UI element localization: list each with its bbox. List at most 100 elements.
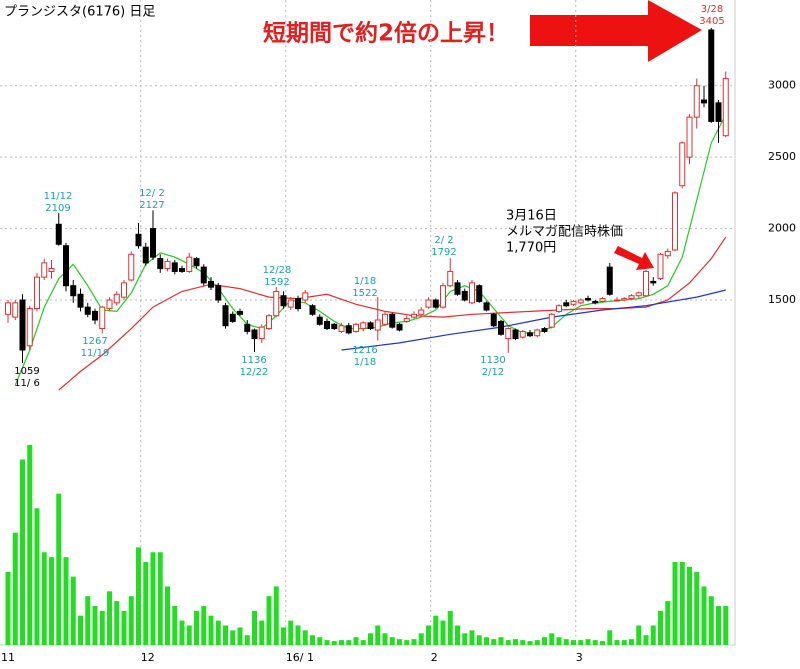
- volume-bar: [12, 532, 18, 645]
- candle-body: [701, 99, 707, 104]
- candle-body: [643, 270, 649, 297]
- chart-title: プランジスタ(6176) 日足: [4, 5, 155, 20]
- annotation: 1059: [14, 366, 39, 377]
- volume-bar: [571, 640, 576, 645]
- x-tick-label: 12: [141, 651, 155, 664]
- candle-body: [353, 323, 359, 332]
- volume-bar: [505, 640, 511, 645]
- candle-body: [548, 313, 555, 328]
- candle-body: [606, 266, 613, 295]
- volume-bar: [687, 566, 692, 645]
- candle-body: [70, 285, 77, 297]
- annotation: 1792: [431, 247, 456, 258]
- callout-line: 1,770円: [506, 241, 556, 256]
- candle-body: [432, 299, 439, 308]
- candle-body: [396, 323, 403, 331]
- volume-bar: [368, 633, 373, 645]
- candle-body: [5, 302, 11, 315]
- annotation: 1/18: [354, 357, 376, 368]
- annotation: 11/ 6: [14, 378, 40, 389]
- volume-bar: [331, 641, 337, 645]
- volume-bar: [244, 635, 250, 645]
- volume-bar: [636, 625, 642, 645]
- candle-body: [331, 323, 338, 330]
- candle-body: [324, 320, 330, 330]
- candle-body: [367, 322, 374, 330]
- volume-bar: [563, 639, 569, 645]
- volume-bar: [708, 596, 714, 645]
- candle-body: [476, 285, 483, 302]
- volume-bar: [650, 625, 656, 645]
- volume-bar: [629, 639, 634, 645]
- candle-body: [92, 310, 98, 321]
- candle-body: [12, 302, 19, 318]
- volume-bar: [20, 459, 25, 645]
- volume-bar: [600, 641, 605, 645]
- annotation: 2127: [139, 200, 164, 211]
- volume-bar: [114, 601, 120, 645]
- volume-bar: [455, 625, 460, 645]
- volume-bar: [136, 547, 141, 645]
- annotation: 1592: [264, 277, 289, 288]
- candle-body: [382, 313, 388, 325]
- candle-body: [179, 268, 185, 272]
- candle-body: [621, 298, 628, 301]
- candle-body: [128, 253, 135, 281]
- volume-bar: [143, 562, 149, 645]
- x-tick-label: 2: [431, 651, 438, 664]
- annotation: 11/19: [81, 348, 110, 359]
- candle-body: [34, 276, 40, 310]
- candle-body: [577, 299, 584, 304]
- candle-body: [657, 253, 664, 280]
- volume-bar: [665, 601, 671, 645]
- annotation: 3/28: [701, 4, 723, 15]
- candle-body: [614, 299, 620, 302]
- volume-bar: [237, 627, 243, 645]
- candle-body: [63, 245, 69, 287]
- candle-body: [519, 330, 526, 338]
- volume-bar: [41, 552, 47, 645]
- candle-body: [287, 299, 294, 308]
- volume-bar: [433, 615, 439, 645]
- volume-bar: [208, 615, 214, 645]
- candle-body: [273, 290, 280, 317]
- volume-bar: [375, 625, 381, 645]
- volume-bar: [281, 627, 286, 645]
- candle-body: [672, 192, 678, 251]
- volume-bar: [643, 635, 649, 645]
- callout-line: メルマガ配信時株価: [506, 225, 623, 240]
- candle-body: [411, 313, 417, 318]
- candle-body: [708, 29, 715, 122]
- candle-body: [389, 313, 396, 328]
- volume-bar: [70, 576, 76, 645]
- volume-bar: [411, 639, 417, 645]
- headline: 短期間で約2倍の上昇！: [263, 20, 509, 47]
- annotation: 12/22: [240, 367, 269, 378]
- volume-bar: [317, 637, 323, 645]
- candle-body: [258, 326, 265, 340]
- candle-body: [715, 102, 722, 122]
- volume-bar: [85, 596, 91, 645]
- volume-bar: [252, 610, 257, 645]
- candle-body: [505, 328, 512, 340]
- volume-bar: [215, 620, 221, 645]
- volume-bar: [578, 640, 584, 645]
- volume-bar: [404, 640, 410, 645]
- annotation: 12/28: [263, 265, 292, 276]
- candle-body: [309, 305, 316, 315]
- annotation: 1216: [352, 345, 377, 356]
- volume-bar: [324, 640, 330, 645]
- volume-bar: [585, 639, 591, 645]
- volume-bar: [716, 605, 721, 645]
- candle-body: [338, 325, 345, 332]
- volume-bar: [107, 591, 112, 645]
- candle-body: [570, 300, 577, 305]
- volume-bar: [498, 637, 504, 645]
- volume-bar: [186, 625, 192, 645]
- volume-bar: [701, 586, 707, 645]
- candle-body: [142, 246, 149, 264]
- candle-body: [454, 282, 461, 295]
- candle-body: [556, 305, 562, 312]
